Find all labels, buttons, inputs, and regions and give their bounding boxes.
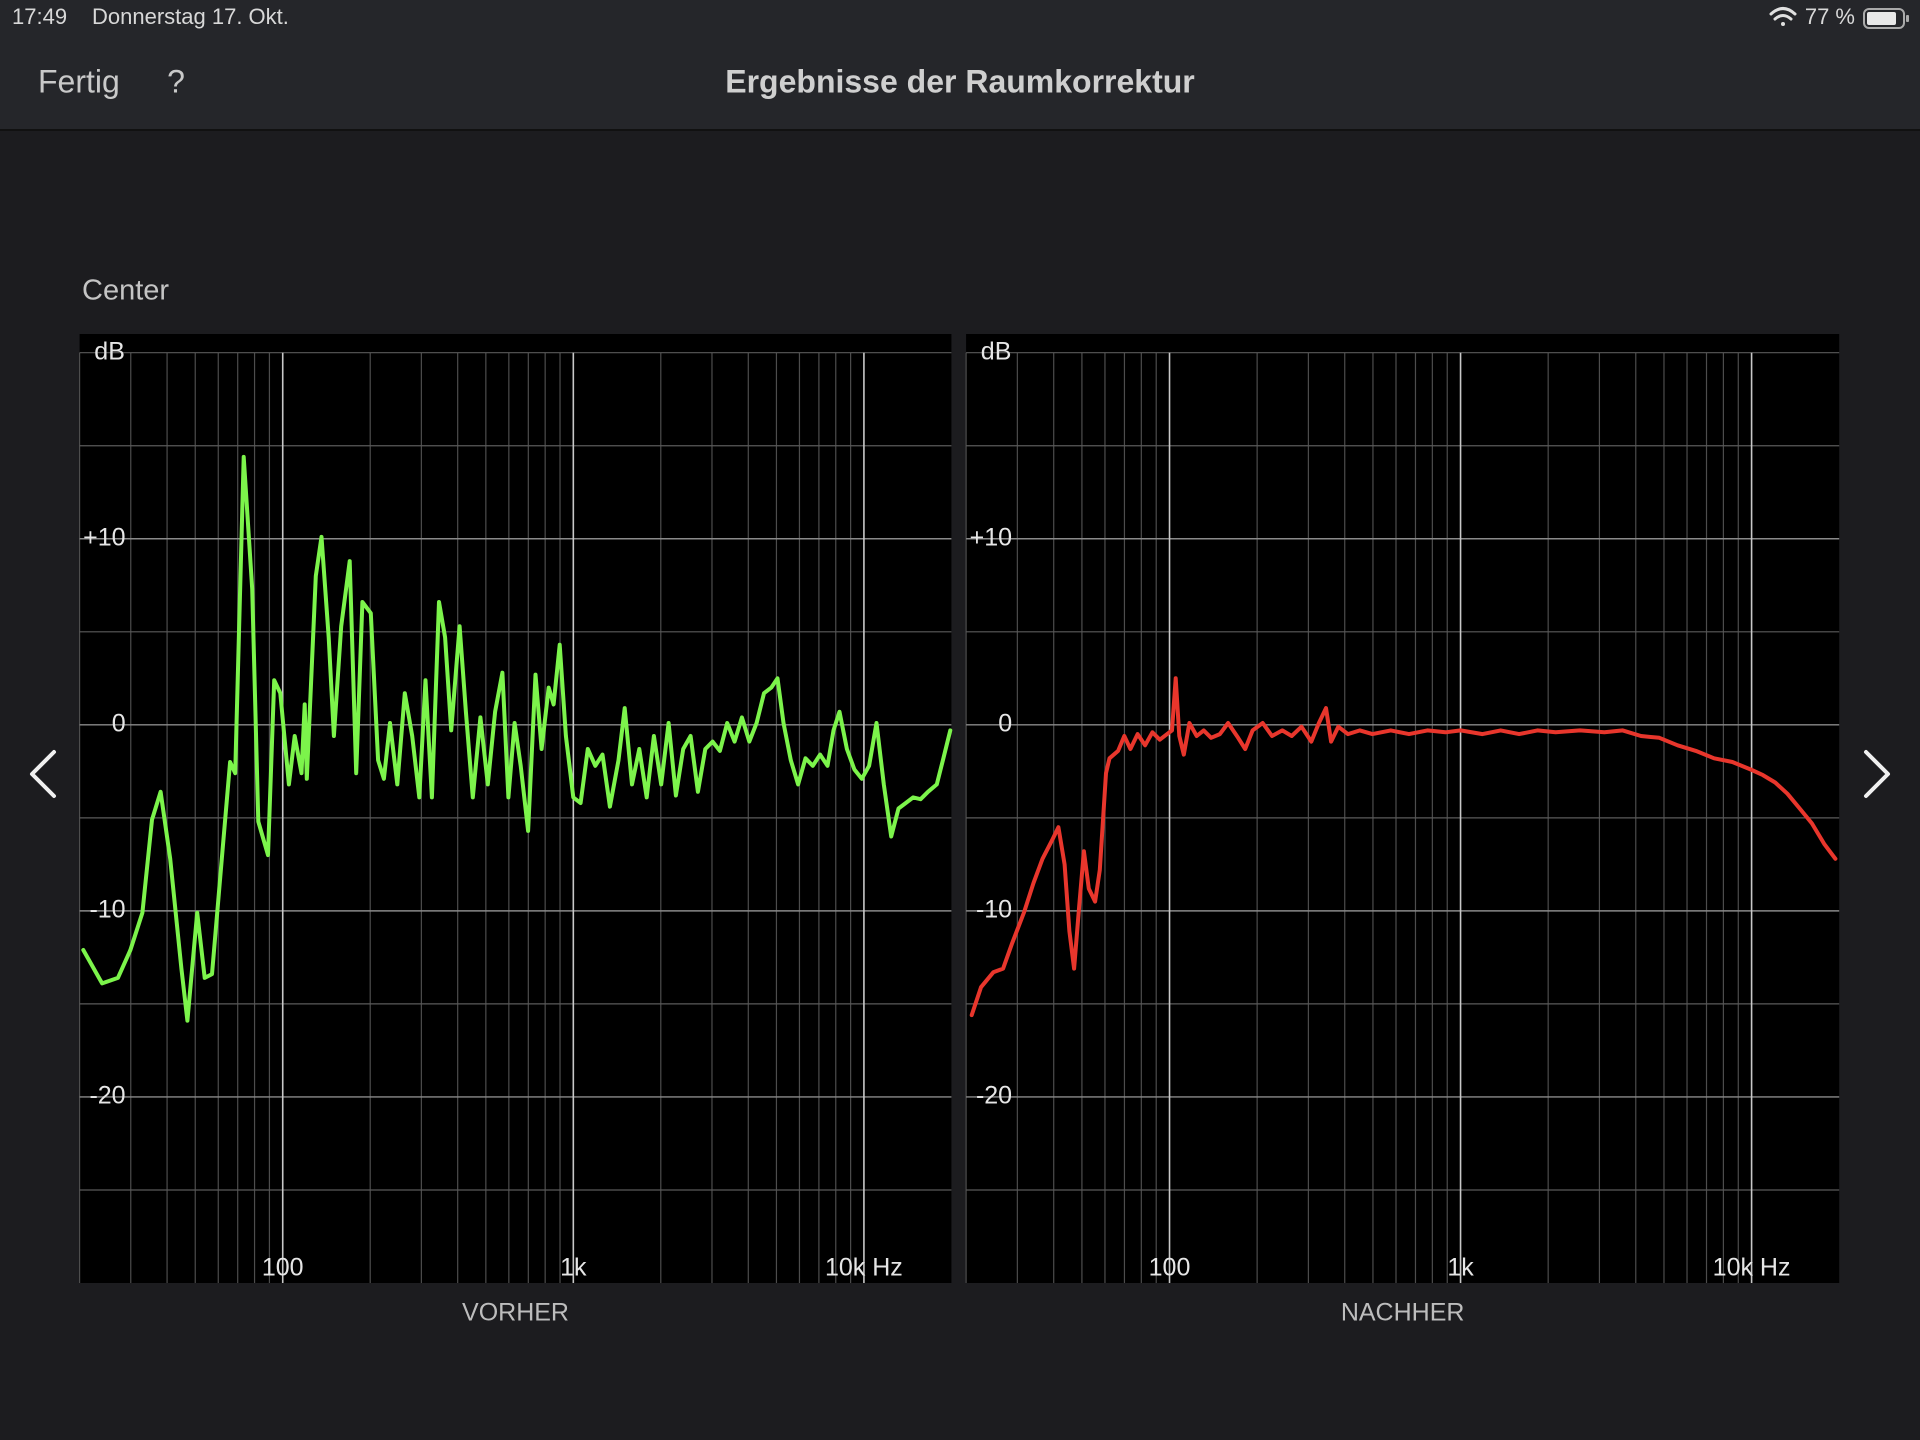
chart-caption: NACHHER (1341, 1299, 1465, 1327)
y-tick-label: -20 (89, 1082, 125, 1110)
section-title: Center (82, 275, 169, 307)
nav-bar (0, 0, 1920, 130)
y-tick-label: -10 (976, 895, 1012, 923)
status-date: Donnerstag 17. Okt. (92, 4, 289, 29)
status-battery: 77 % (1805, 4, 1855, 29)
y-tick-label: -10 (89, 895, 125, 923)
done-button[interactable]: Fertig (38, 63, 120, 99)
battery-icon (1863, 8, 1909, 29)
y-tick-label: +10 (83, 523, 125, 551)
x-tick-label: 1k (1447, 1254, 1474, 1282)
x-tick-label: 10k Hz (1713, 1254, 1791, 1282)
y-tick-label: -20 (976, 1082, 1012, 1110)
help-button[interactable]: ? (167, 63, 185, 99)
wifi-icon (1769, 7, 1797, 26)
next-arrow[interactable] (1864, 750, 1890, 798)
response-line (969, 676, 1838, 1018)
y-axis-label: dB (94, 337, 125, 365)
y-tick-label: +10 (970, 523, 1012, 551)
x-tick-label: 100 (1149, 1254, 1191, 1282)
y-tick-label: 0 (112, 709, 126, 737)
status-time: 17:49 (12, 4, 67, 29)
x-tick-label: 1k (560, 1254, 587, 1282)
nav-title: Ergebnisse der Raumkorrektur (725, 63, 1195, 99)
x-tick-label: 100 (262, 1254, 304, 1282)
chart-caption: VORHER (462, 1299, 569, 1327)
response-line (81, 454, 953, 1023)
y-tick-label: 0 (998, 709, 1012, 737)
previous-arrow[interactable] (30, 750, 56, 798)
plot-background (79, 334, 952, 1283)
x-tick-label: 10k Hz (825, 1254, 903, 1282)
y-axis-label: dB (981, 337, 1012, 365)
plot-background (966, 334, 1840, 1283)
